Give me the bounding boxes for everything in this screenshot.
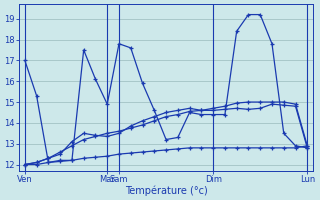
- X-axis label: Température (°c): Température (°c): [125, 185, 207, 196]
